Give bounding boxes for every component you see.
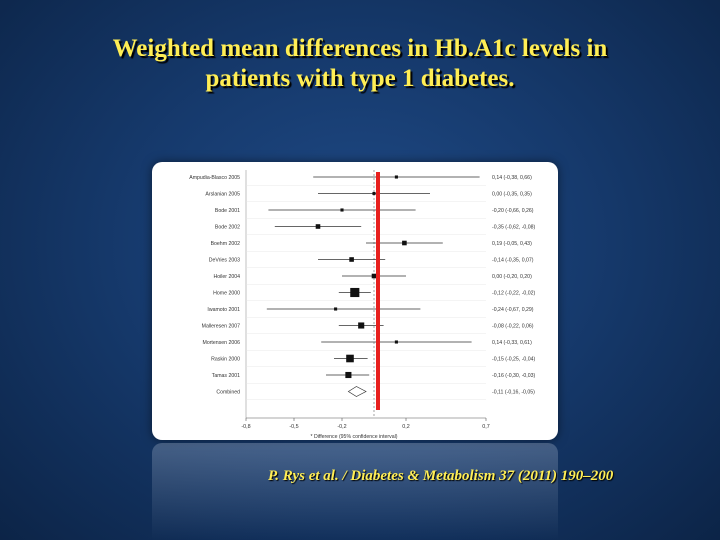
study-ci-label: -0,12 (-0,22, -0,02)	[492, 291, 536, 297]
x-tick-label: 0,7	[482, 424, 490, 430]
study-label: Arslanian 2005	[205, 192, 240, 198]
citation: P. Rys et al. / Diabetes & Metabolism 37…	[268, 468, 614, 484]
slide-title-line-1: Weighted mean differences in Hb.A1c leve…	[112, 35, 608, 62]
point-estimate	[350, 287, 360, 298]
x-tick-label: -0,2	[337, 424, 346, 430]
point-estimate	[371, 273, 377, 279]
study-ci-label: -0,15 (-0,25, -0,04)	[492, 357, 536, 363]
point-estimate	[346, 354, 354, 363]
study-label: Bode 2002	[215, 225, 240, 231]
slide-title: Weighted mean differences in Hb.A1c leve…	[40, 34, 680, 94]
forest-plot: Ampudia-Blasco 2005 0,14 (-0,38, 0,66) Ars…	[189, 170, 536, 440]
study-label: Raskin 2000	[211, 357, 240, 363]
combined-diamond	[347, 386, 367, 397]
x-tick-label: -0,5	[289, 424, 298, 430]
combined-ci-label: -0,11 (-0,16, -0,05)	[492, 390, 535, 396]
point-estimate	[349, 257, 354, 262]
study-ci-label: -0,20 (-0,66, 0,26)	[492, 208, 534, 214]
point-estimate	[394, 340, 398, 344]
study-ci-label: 0,14 (-0,33, 0,61)	[492, 340, 532, 346]
x-tick-label: -0,8	[241, 424, 250, 430]
point-estimate	[358, 322, 365, 329]
study-label: Home 2000	[213, 291, 240, 297]
study-ci-label: 0,00 (-0,20, 0,20)	[492, 274, 532, 280]
study-ci-label: 0,14 (-0,38, 0,66)	[492, 175, 532, 181]
study-ci-label: -0,14 (-0,35, 0,07)	[492, 258, 534, 264]
study-ci-label: -0,24 (-0,67, 0,29)	[492, 307, 534, 313]
study-label: Malleresen 2007	[202, 324, 240, 330]
study-label: Hoiler 2004	[213, 274, 240, 280]
study-ci-label: -0,08 (-0,22, 0,06)	[492, 324, 534, 330]
point-estimate	[334, 307, 338, 311]
reference-line	[376, 172, 380, 410]
study-label: Mortensen 2006	[203, 340, 241, 346]
point-estimate	[372, 191, 376, 196]
slide-title-line-2: patients with type 1 diabetes.	[205, 65, 515, 92]
x-tick-label: 0,2	[402, 424, 410, 430]
point-estimate	[394, 175, 398, 179]
study-ci-label: 0,19 (-0,05, 0,43)	[492, 241, 532, 247]
combined-label: Combined	[216, 390, 240, 396]
forest-plot-panel: Ampudia-Blasco 2005 0,14 (-0,38, 0,66) Ars…	[152, 162, 558, 440]
study-ci-label: -0,16 (-0,30, -0,03)	[492, 373, 536, 379]
forest-plot-reflection	[152, 443, 558, 540]
x-axis-label: * Difference (95% confidence interval)	[311, 434, 398, 440]
study-ci-label: 0,00 (-0,35, 0,35)	[492, 192, 532, 198]
point-estimate	[345, 371, 352, 379]
study-label: Tamas 2001	[212, 373, 240, 379]
study-ci-label: -0,35 (-0,62, -0,08)	[492, 225, 536, 231]
study-label: Iwamoto 2001	[207, 307, 240, 313]
point-estimate	[315, 224, 321, 229]
study-label: Boehm 2002	[211, 241, 241, 247]
study-label: Ampudia-Blasco 2005	[189, 175, 240, 181]
study-label: DeVries 2003	[209, 258, 240, 264]
point-estimate	[340, 208, 344, 212]
study-label: Bode 2001	[215, 208, 240, 214]
point-estimate	[402, 240, 407, 246]
